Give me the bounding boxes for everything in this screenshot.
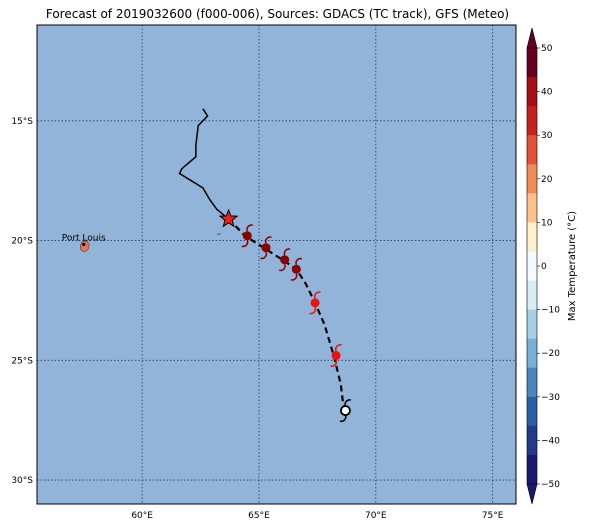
ocean-background — [37, 25, 516, 504]
cyclone-symbol-icon — [260, 236, 272, 260]
storm-symbols — [218, 208, 352, 423]
x-tick-label: 60°E — [131, 511, 153, 521]
colorbar-bottom-extend — [526, 483, 538, 505]
colorbar-tick-label: 0 — [541, 262, 547, 272]
colorbar-tick-label: −50 — [541, 480, 560, 490]
axis-ticks: 60°E 65°E 70°E 75°E 15°S 20°S 25°S 30°S — [11, 117, 503, 521]
colorbar-tick-label: −20 — [541, 349, 560, 359]
colorbar-segment — [527, 454, 537, 485]
past-track-line — [178, 108, 230, 220]
y-tick-label: 15°S — [11, 117, 33, 127]
x-tick-label: 70°E — [365, 511, 387, 521]
colorbar-segment — [527, 367, 537, 398]
colorbar-segment — [527, 280, 537, 311]
colorbar-segment — [527, 425, 537, 456]
colorbar-segment — [527, 48, 537, 78]
place-labels: Port Louis — [62, 233, 106, 246]
city-marker — [82, 242, 86, 246]
colorbar-tick-label: −10 — [541, 306, 560, 316]
y-tick-label: 30°S — [11, 476, 33, 486]
grid-lines — [37, 25, 516, 504]
colorbar-segment — [527, 338, 537, 369]
colorbar-top-extend — [526, 27, 538, 49]
colorbar-segment — [527, 106, 537, 136]
colorbar-tick-label: −30 — [541, 393, 560, 403]
x-tick-label: 65°E — [248, 511, 270, 521]
cyclone-symbol-icon — [241, 224, 254, 248]
cyclone-track — [178, 108, 347, 411]
colorbar-segment — [527, 193, 537, 223]
colorbar-tick-label: 10 — [541, 218, 553, 228]
forecast-track-line — [227, 218, 347, 411]
current-position-star-icon — [218, 208, 239, 228]
cyclone-symbol-icon — [330, 344, 342, 367]
colorbar-segment — [527, 251, 537, 282]
y-tick-label: 20°S — [11, 237, 33, 247]
colorbar-label: Max Temperature (°C) — [567, 211, 578, 321]
cyclone-symbol-icon — [339, 399, 352, 423]
rodrigues-island — [216, 232, 222, 236]
city-label: Port Louis — [62, 233, 106, 243]
colorbar-segment — [527, 135, 537, 165]
colorbar-tick-label: 50 — [541, 44, 553, 54]
x-tick-label: 75°E — [482, 511, 504, 521]
colorbar: 50 40 30 20 10 0 −10 −20 −30 −40 −50 Max Temperatur… — [526, 27, 578, 505]
cyclone-symbol-icon — [290, 257, 303, 281]
colorbar-segment — [527, 77, 537, 107]
colorbar-segment — [527, 396, 537, 427]
colorbar-tick-label: 30 — [541, 131, 553, 141]
cyclone-symbol-icon — [278, 248, 291, 272]
colorbar-tick-label: 20 — [541, 175, 553, 185]
colorbar-segment — [527, 222, 537, 252]
y-tick-label: 25°S — [11, 356, 33, 366]
map-frame — [36, 24, 517, 505]
colorbar-segment — [527, 309, 537, 340]
colorbar-segment — [527, 164, 537, 194]
colorbar-tick-label: 40 — [541, 88, 553, 98]
cyclone-symbol-icon — [309, 291, 321, 315]
colorbar-tick-label: −40 — [541, 436, 560, 446]
map-title: Forecast of 2019032600 (f000-006), Sourc… — [45, 7, 510, 21]
